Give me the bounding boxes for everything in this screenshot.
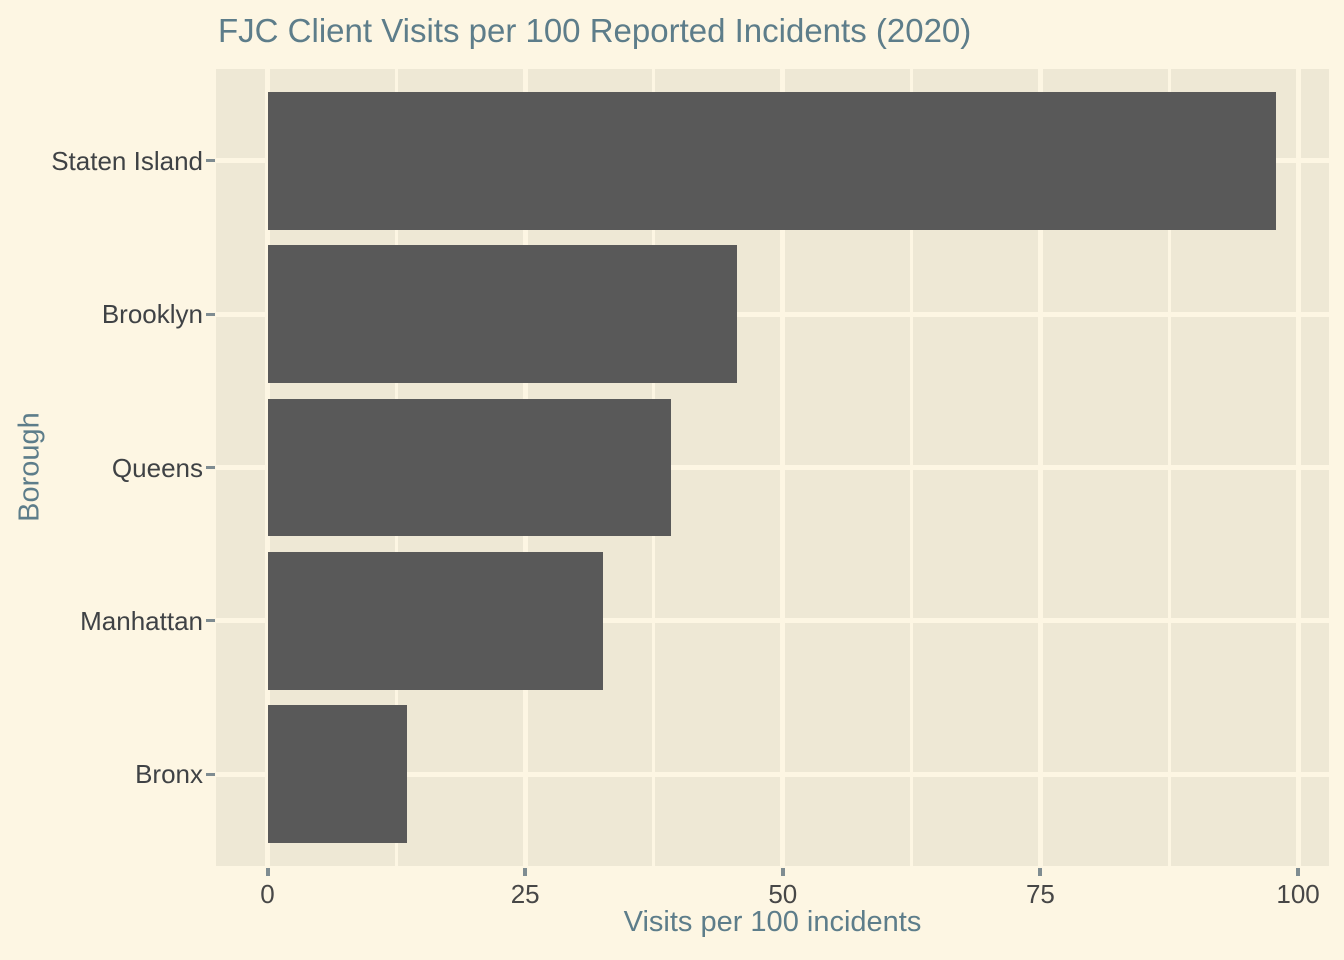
x-axis-label: 50 — [768, 879, 798, 909]
category-gridline — [216, 618, 1329, 624]
x-axis-label: 25 — [510, 879, 540, 909]
x-tick-mark — [265, 868, 270, 876]
category-gridline — [216, 465, 1329, 470]
x-axis-label: 75 — [1025, 879, 1055, 909]
y-axis-label: Queens — [111, 452, 203, 483]
y-tick-mark — [206, 619, 215, 623]
chart-title: FJC Client Visits per 100 Reported Incid… — [218, 12, 972, 49]
bar-queens — [267, 398, 672, 537]
bar-staten-island — [267, 91, 1277, 230]
x-axis-label: 0 — [260, 879, 275, 909]
y-axis-label: Brooklyn — [101, 299, 203, 330]
y-axis-label: Bronx — [135, 759, 203, 790]
y-tick-mark — [206, 772, 215, 776]
bar-manhattan — [267, 551, 604, 690]
x-tick-mark — [1296, 868, 1301, 876]
y-tick-mark — [206, 312, 215, 316]
x-tick-mark — [523, 868, 528, 876]
y-axis-title: Borough — [13, 412, 46, 522]
x-axis-title: Visits per 100 incidents — [623, 906, 922, 938]
x-tick-mark — [1038, 868, 1043, 876]
bar-brooklyn — [267, 245, 738, 384]
y-tick-mark — [206, 159, 215, 163]
x-tick-mark — [780, 868, 785, 876]
plot-panel — [216, 69, 1329, 866]
bar-bronx — [267, 705, 407, 843]
category-gridline — [216, 311, 1329, 317]
y-tick-mark — [206, 466, 215, 469]
x-axis-label: 100 — [1276, 879, 1320, 909]
y-axis-label: Manhattan — [80, 605, 203, 636]
category-gridline — [216, 771, 1329, 777]
y-axis-label: Staten Island — [51, 145, 203, 176]
